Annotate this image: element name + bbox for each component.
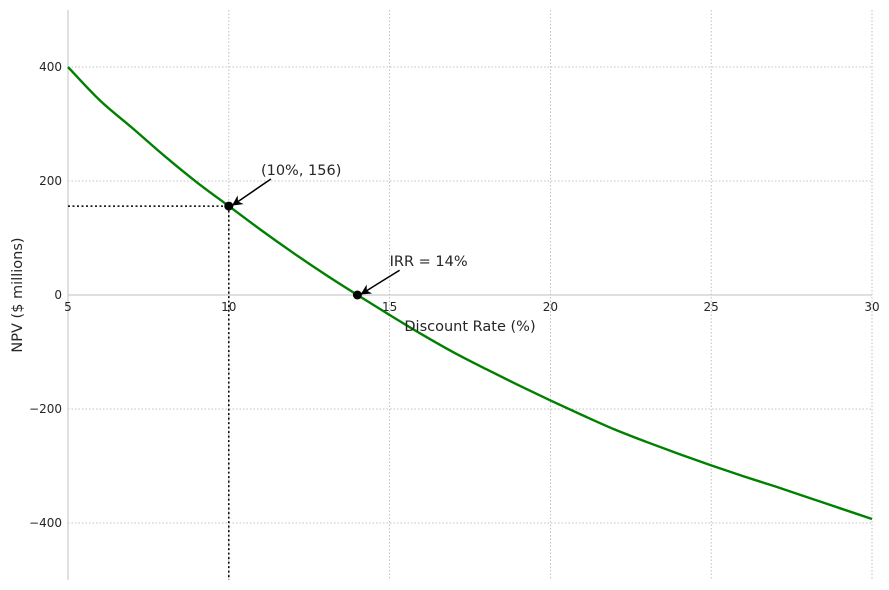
axes <box>67 10 872 580</box>
x-tick-label: 5 <box>64 300 72 314</box>
x-tick-label: 15 <box>382 300 397 314</box>
y-axis-title: NPV ($ millions) <box>10 237 26 352</box>
npv-series-line <box>67 66 873 521</box>
x-tick-label: 20 <box>543 300 558 314</box>
highlight-point <box>352 290 362 300</box>
x-tick-label: 25 <box>704 300 719 314</box>
y-tick-label: −200 <box>29 402 62 416</box>
x-tick-label: 30 <box>864 300 879 314</box>
y-tick-label: 0 <box>54 288 62 302</box>
guide-lines <box>68 205 230 580</box>
y-tick-label: 400 <box>39 60 62 74</box>
highlight-points <box>224 201 362 300</box>
annotation-label: (10%, 156) <box>261 163 341 179</box>
annotations: (10%, 156) IRR = 14% <box>231 163 468 295</box>
y-tick-label: −400 <box>29 516 62 530</box>
x-axis-title: Discount Rate (%) <box>404 319 535 335</box>
annotation-arrow <box>231 178 272 206</box>
annotation-label: IRR = 14% <box>390 254 468 270</box>
annotation-arrow <box>360 269 400 295</box>
highlight-point <box>224 201 234 211</box>
y-tick-label: 200 <box>39 174 62 188</box>
